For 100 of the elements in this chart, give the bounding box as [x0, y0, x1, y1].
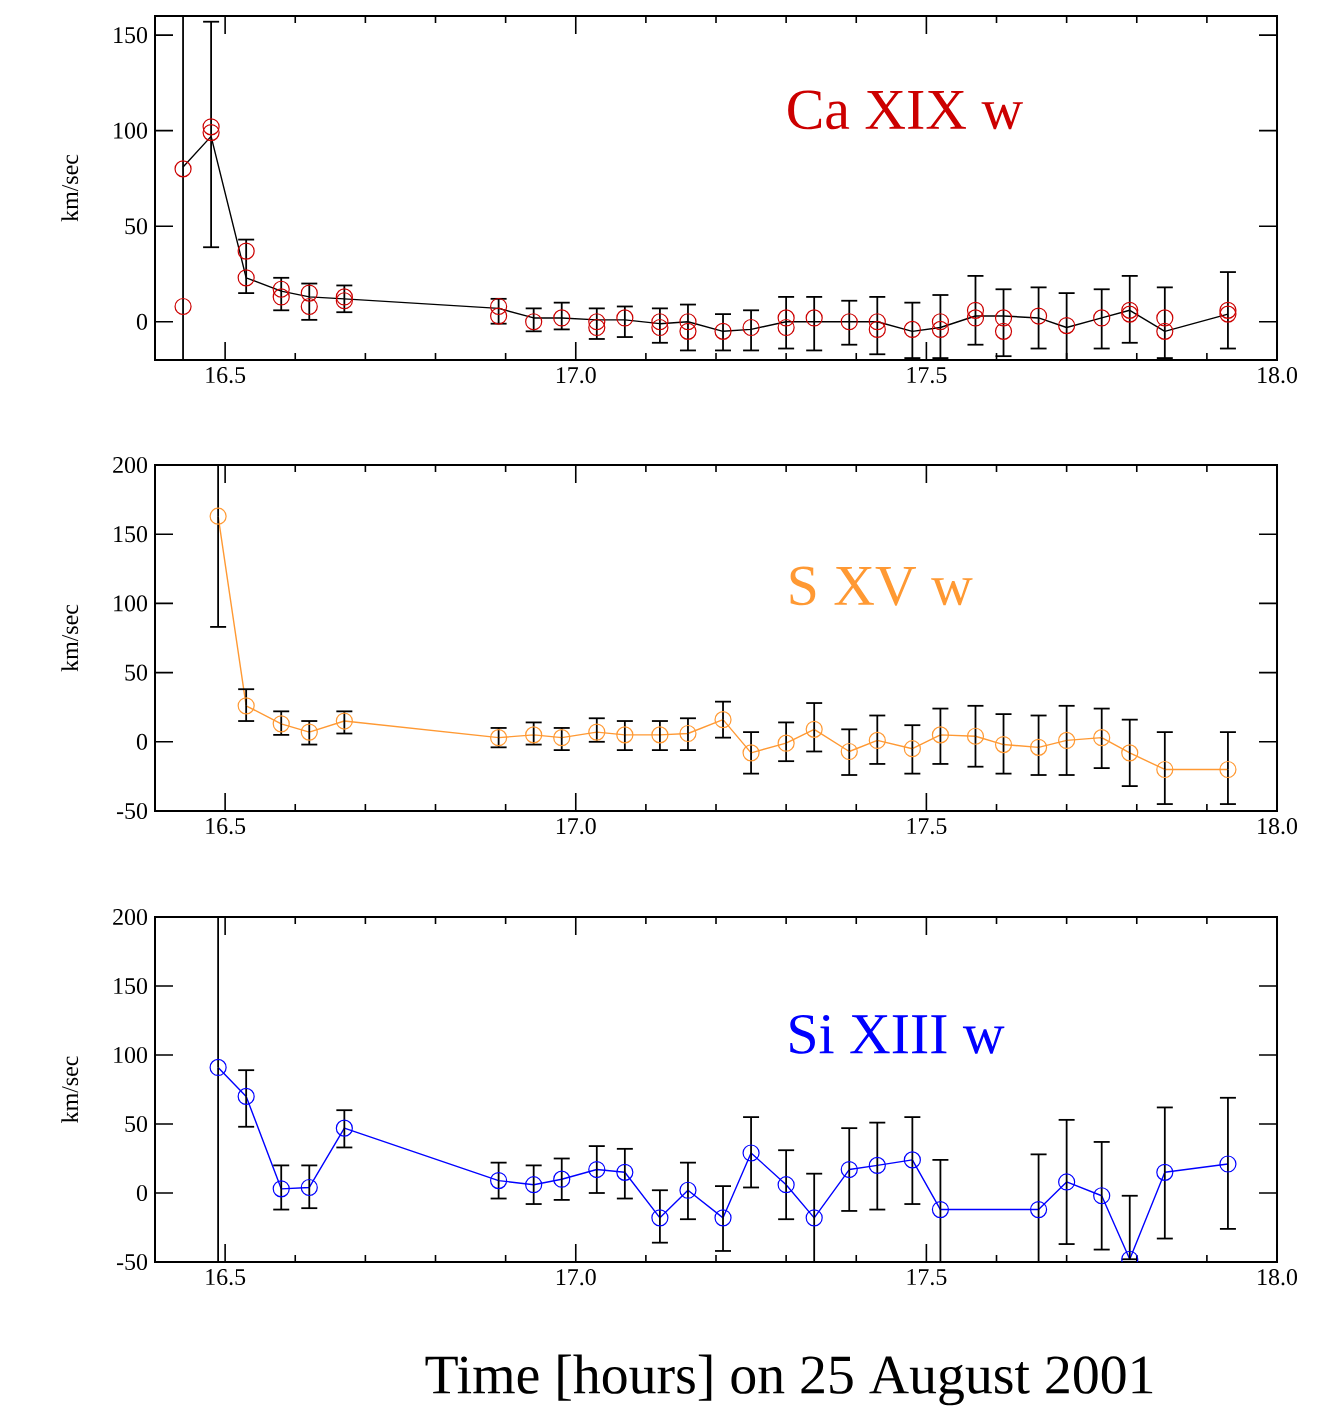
- point: [237, 697, 255, 715]
- y-tick-label: 100: [114, 1046, 148, 1064]
- point: [616, 726, 634, 744]
- point: [1156, 760, 1174, 779]
- y-tick-label: 150: [114, 27, 148, 44]
- x-tick-label: 18.0: [1258, 367, 1298, 384]
- point: [679, 313, 697, 331]
- x-tick-label: 16.5: [206, 818, 246, 835]
- point: [840, 313, 858, 331]
- point: [777, 309, 795, 327]
- y-tick-label: 0: [136, 313, 148, 330]
- x-tick-label: 17.5: [907, 818, 947, 835]
- point: [588, 313, 606, 331]
- point: [966, 301, 985, 319]
- point: [1121, 301, 1139, 319]
- point: [1219, 301, 1237, 319]
- point: [903, 740, 921, 758]
- point: [840, 742, 858, 761]
- annotation: Si XIII w: [790, 1014, 1005, 1054]
- point: [1121, 744, 1139, 762]
- point: [1058, 1173, 1076, 1191]
- y-tick-label: 0: [136, 1184, 148, 1202]
- point: [966, 727, 985, 745]
- point: [931, 1200, 950, 1219]
- point: [1029, 738, 1048, 756]
- y-axis-title: km/sec: [61, 604, 79, 672]
- point: [931, 313, 950, 331]
- y-axis-title: km/sec: [61, 154, 79, 222]
- point: [553, 729, 571, 747]
- point: [174, 160, 192, 178]
- x-tick-label: 18.0: [1258, 818, 1298, 835]
- point: [868, 1156, 886, 1174]
- point: [1093, 729, 1111, 747]
- point: [805, 1209, 823, 1227]
- point: [1156, 309, 1174, 327]
- point: [840, 1160, 858, 1179]
- point: [1219, 1155, 1237, 1173]
- point: [272, 1180, 290, 1198]
- point: [651, 726, 669, 744]
- point: [742, 744, 760, 762]
- point: [931, 726, 950, 744]
- point: [237, 1087, 255, 1105]
- y-tick-label: 200: [113, 456, 148, 474]
- point: [679, 724, 697, 743]
- y-tick-label: 50: [125, 218, 148, 235]
- point: [616, 309, 634, 327]
- x-tick-label: 17.0: [556, 818, 596, 835]
- y-tick-label: 50: [125, 1115, 148, 1133]
- point: [651, 313, 669, 331]
- x-tick-label: 16.5: [206, 367, 246, 384]
- point: [994, 735, 1013, 754]
- y-tick-label: 50: [125, 664, 148, 681]
- point: [553, 309, 571, 327]
- x-tick-label: 18.0: [1258, 1269, 1298, 1286]
- point: [903, 1151, 921, 1169]
- point: [1093, 1187, 1111, 1205]
- x-tick-label: 17.5: [907, 367, 947, 384]
- point: [1058, 731, 1076, 750]
- point: [272, 280, 290, 298]
- point: [1058, 316, 1076, 335]
- point: [272, 288, 290, 306]
- point: [335, 292, 353, 310]
- point: [588, 1160, 606, 1179]
- point: [209, 507, 227, 525]
- point: [209, 1058, 227, 1077]
- annotation: Ca XIX w: [788, 90, 1023, 130]
- y-tick-label: 150: [114, 526, 148, 543]
- point: [777, 318, 795, 337]
- point: [651, 318, 669, 337]
- point: [868, 731, 886, 750]
- point: [1156, 1163, 1174, 1181]
- point: [616, 1163, 634, 1181]
- point: [553, 1170, 571, 1188]
- y-tick-label: 100: [114, 595, 148, 612]
- point: [237, 269, 255, 287]
- point: [994, 309, 1013, 327]
- point: [868, 320, 886, 339]
- point: [931, 320, 950, 339]
- point: [1029, 307, 1048, 325]
- point: [300, 1178, 318, 1197]
- point: [777, 1176, 795, 1194]
- point: [1029, 1200, 1048, 1219]
- y-tick-label: -50: [116, 1253, 148, 1271]
- point: [525, 1176, 543, 1194]
- point: [714, 322, 732, 340]
- point: [714, 1209, 732, 1227]
- y-tick-label: 150: [114, 977, 148, 995]
- point: [868, 313, 886, 331]
- x-tick-label: 17.0: [556, 1269, 596, 1286]
- point: [777, 734, 795, 752]
- point: [714, 711, 732, 729]
- point: [1093, 309, 1111, 327]
- point: [651, 1209, 669, 1227]
- x-axis-title: Time [hours] on 25 August 2001: [425, 1354, 1153, 1406]
- point: [994, 322, 1013, 340]
- point: [679, 1181, 697, 1199]
- point: [1219, 305, 1237, 323]
- y-tick-label: -50: [116, 802, 148, 820]
- y-tick-label: 200: [113, 908, 148, 926]
- x-tick-label: 17.0: [556, 367, 596, 384]
